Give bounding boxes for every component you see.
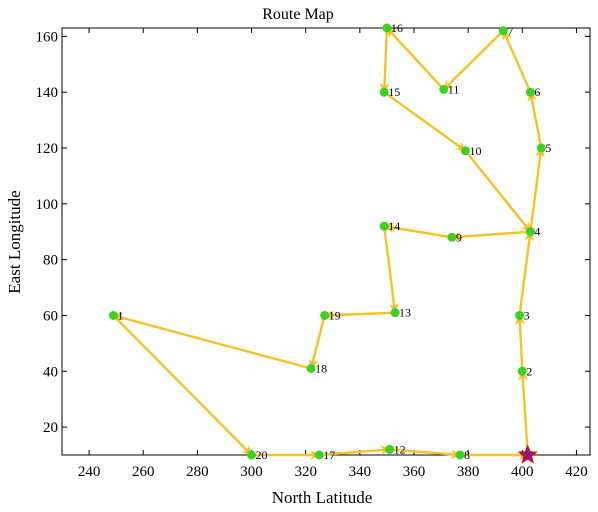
- x-tick-label: 420: [565, 464, 588, 480]
- route-segment: [442, 29, 505, 91]
- route-point: [306, 363, 316, 373]
- route-path: [112, 27, 546, 460]
- route-segment: [308, 315, 326, 370]
- route-point: [517, 366, 527, 376]
- y-tick-label: 140: [36, 85, 59, 101]
- x-tick-label: 300: [240, 464, 263, 480]
- route-point: [385, 444, 395, 454]
- x-axis-label: North Latitude: [272, 488, 373, 507]
- route-point: [525, 87, 535, 97]
- route-segment: [112, 312, 312, 370]
- point-label: 8: [464, 448, 470, 462]
- route-point: [447, 232, 457, 242]
- point-label: 19: [329, 308, 341, 322]
- route-point: [382, 23, 392, 33]
- point-label: 20: [256, 448, 268, 462]
- route-segment: [323, 310, 396, 321]
- route-point: [247, 450, 257, 460]
- route-point: [379, 87, 389, 97]
- x-tick-label: 260: [132, 464, 155, 480]
- route-point: [498, 26, 508, 36]
- route-point: [525, 227, 535, 237]
- point-label: 12: [394, 442, 406, 456]
- point-label: 3: [524, 308, 530, 322]
- y-axis-ticks: 20 40 60 80 100 120 140 160: [36, 29, 590, 436]
- route-segment: [383, 226, 399, 314]
- route-segment: [389, 448, 462, 460]
- x-tick-label: 360: [403, 464, 426, 480]
- route-point: [460, 146, 470, 156]
- point-label: 4: [534, 225, 540, 239]
- plot-frame: [61, 27, 591, 456]
- route-segment: [502, 29, 532, 93]
- route-point: [455, 450, 465, 460]
- route-point: [390, 308, 400, 318]
- route-point: [439, 84, 449, 94]
- route-segment: [319, 445, 391, 457]
- point-label: 1: [117, 308, 123, 322]
- x-tick-label: 240: [78, 464, 101, 480]
- point-label: 16: [391, 21, 403, 35]
- point-label: 2: [526, 364, 532, 378]
- y-tick-label: 60: [43, 308, 58, 324]
- x-axis-ticks: 240 260 280 300 320 340 360 380 400 420: [78, 28, 588, 480]
- route-point: [108, 310, 118, 320]
- route-point: [379, 221, 389, 231]
- y-tick-label: 80: [43, 253, 58, 269]
- y-tick-label: 40: [43, 364, 58, 380]
- route-segment: [518, 230, 535, 316]
- route-segment: [515, 314, 526, 372]
- start-marker: [517, 444, 538, 464]
- route-segment: [517, 370, 529, 456]
- x-tick-label: 400: [511, 464, 534, 480]
- point-label: 13: [399, 306, 411, 320]
- route-segment: [383, 222, 453, 239]
- x-tick-label: 380: [457, 464, 480, 480]
- y-tick-label: 20: [43, 420, 58, 436]
- route-segment: [383, 91, 467, 152]
- point-label: 6: [534, 85, 540, 99]
- point-label: 14: [388, 219, 400, 233]
- route-segment: [529, 147, 546, 232]
- route-segment: [527, 91, 543, 149]
- route-segment: [386, 27, 445, 91]
- point-label: 17: [323, 448, 335, 462]
- point-label: 7: [507, 24, 513, 38]
- y-axis-label: East Longitude: [5, 190, 24, 293]
- y-tick-label: 100: [36, 197, 59, 213]
- y-tick-label: 160: [36, 29, 59, 45]
- route-point: [515, 310, 525, 320]
- x-tick-label: 320: [294, 464, 317, 480]
- route-point: [536, 143, 546, 153]
- point-label: 10: [469, 144, 481, 158]
- route-segment: [112, 314, 253, 456]
- route-point: [320, 310, 330, 320]
- point-label: 5: [545, 141, 551, 155]
- y-tick-label: 120: [36, 141, 59, 157]
- point-label: 15: [388, 85, 400, 99]
- x-tick-label: 340: [349, 464, 372, 480]
- route-segment: [450, 230, 531, 242]
- route-segment: [464, 150, 532, 233]
- point-label: 9: [456, 230, 462, 244]
- x-tick-label: 280: [186, 464, 209, 480]
- route-segment: [379, 27, 390, 94]
- chart-title: Route Map: [262, 6, 334, 23]
- point-label: 11: [448, 82, 460, 96]
- route-point: [314, 450, 324, 460]
- point-label: 18: [315, 361, 327, 375]
